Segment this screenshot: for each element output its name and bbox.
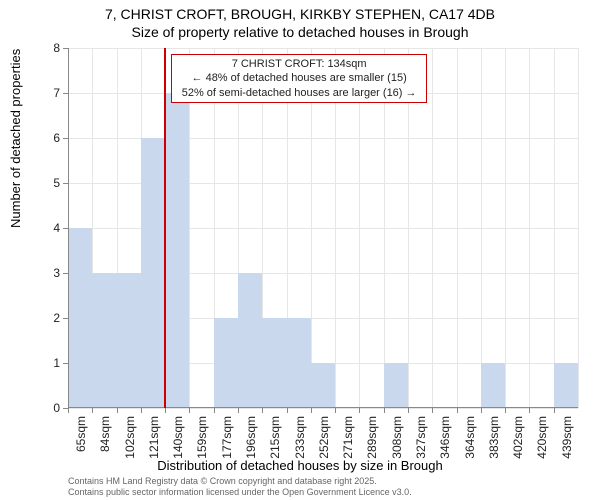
- xtick-mark: [117, 408, 118, 413]
- ytick-label: 4: [30, 221, 60, 235]
- xtick-mark: [68, 408, 69, 413]
- gridline-v: [578, 48, 579, 408]
- xtick-mark: [529, 408, 530, 413]
- xtick-mark: [335, 408, 336, 413]
- gridline-h: [68, 48, 578, 49]
- ytick-label: 1: [30, 356, 60, 370]
- ytick-mark: [63, 93, 68, 94]
- ytick-mark: [63, 318, 68, 319]
- x-axis-label: Distribution of detached houses by size …: [0, 458, 600, 473]
- histogram-bar: [238, 273, 262, 408]
- annotation-box: 7 CHRIST CROFT: 134sqm← 48% of detached …: [171, 54, 427, 103]
- xtick-label: 402sqm: [511, 416, 525, 462]
- histogram-bar: [68, 228, 92, 408]
- ytick-mark: [63, 48, 68, 49]
- xtick-label: 420sqm: [535, 416, 549, 462]
- histogram-bar: [92, 273, 116, 408]
- xtick-mark: [311, 408, 312, 413]
- xtick-label: 327sqm: [414, 416, 428, 462]
- y-axis-line: [68, 48, 69, 408]
- xtick-mark: [384, 408, 385, 413]
- xtick-mark: [141, 408, 142, 413]
- histogram-bar: [141, 138, 165, 408]
- chart-footer: Contains HM Land Registry data © Crown c…: [68, 476, 412, 498]
- xtick-mark: [214, 408, 215, 413]
- histogram-bar: [384, 363, 408, 408]
- xtick-mark: [554, 408, 555, 413]
- ytick-label: 6: [30, 131, 60, 145]
- xtick-label: 364sqm: [463, 416, 477, 462]
- xtick-label: 346sqm: [438, 416, 452, 462]
- xtick-label: 140sqm: [171, 416, 185, 462]
- xtick-label: 102sqm: [123, 416, 137, 462]
- y-axis-label: Number of detached properties: [8, 49, 23, 228]
- ytick-label: 3: [30, 266, 60, 280]
- ytick-mark: [63, 183, 68, 184]
- xtick-mark: [189, 408, 190, 413]
- gridline-v: [432, 48, 433, 408]
- histogram-bar: [214, 318, 238, 408]
- xtick-mark: [505, 408, 506, 413]
- histogram-bar: [554, 363, 578, 408]
- xtick-label: 84sqm: [98, 416, 112, 462]
- annotation-line: 52% of semi-detached houses are larger (…: [176, 86, 422, 100]
- ytick-mark: [63, 363, 68, 364]
- xtick-label: 252sqm: [317, 416, 331, 462]
- annotation-line: 7 CHRIST CROFT: 134sqm: [176, 57, 422, 71]
- xtick-label: 383sqm: [487, 416, 501, 462]
- x-axis-line: [68, 407, 578, 408]
- xtick-label: 289sqm: [365, 416, 379, 462]
- ytick-mark: [63, 273, 68, 274]
- histogram-bar: [481, 363, 505, 408]
- xtick-mark: [262, 408, 263, 413]
- xtick-mark: [457, 408, 458, 413]
- xtick-mark: [238, 408, 239, 413]
- ytick-mark: [63, 138, 68, 139]
- title-line-2: Size of property relative to detached ho…: [0, 23, 600, 41]
- histogram-bar: [165, 93, 189, 408]
- ytick-mark: [63, 228, 68, 229]
- xtick-label: 121sqm: [147, 416, 161, 462]
- xtick-mark: [287, 408, 288, 413]
- gridline-v: [481, 48, 482, 408]
- ytick-label: 5: [30, 176, 60, 190]
- plot-area: 7 CHRIST CROFT: 134sqm← 48% of detached …: [68, 48, 578, 408]
- gridline-h: [68, 408, 578, 409]
- chart-title: 7, CHRIST CROFT, BROUGH, KIRKBY STEPHEN,…: [0, 5, 600, 41]
- title-line-1: 7, CHRIST CROFT, BROUGH, KIRKBY STEPHEN,…: [0, 5, 600, 23]
- xtick-mark: [359, 408, 360, 413]
- xtick-label: 271sqm: [341, 416, 355, 462]
- annotation-line: ← 48% of detached houses are smaller (15…: [176, 71, 422, 85]
- property-marker-line: [164, 48, 166, 408]
- xtick-mark: [92, 408, 93, 413]
- xtick-label: 159sqm: [195, 416, 209, 462]
- gridline-v: [529, 48, 530, 408]
- footer-line-2: Contains public sector information licen…: [68, 487, 412, 498]
- xtick-label: 308sqm: [390, 416, 404, 462]
- histogram-bar: [311, 363, 335, 408]
- xtick-label: 65sqm: [74, 416, 88, 462]
- chart-container: 7, CHRIST CROFT, BROUGH, KIRKBY STEPHEN,…: [0, 0, 600, 500]
- ytick-label: 2: [30, 311, 60, 325]
- gridline-v: [505, 48, 506, 408]
- xtick-label: 439sqm: [560, 416, 574, 462]
- xtick-label: 196sqm: [244, 416, 258, 462]
- xtick-mark: [408, 408, 409, 413]
- xtick-label: 233sqm: [293, 416, 307, 462]
- gridline-v: [457, 48, 458, 408]
- footer-line-1: Contains HM Land Registry data © Crown c…: [68, 476, 412, 487]
- xtick-mark: [432, 408, 433, 413]
- xtick-mark: [481, 408, 482, 413]
- ytick-label: 0: [30, 401, 60, 415]
- ytick-label: 7: [30, 86, 60, 100]
- xtick-label: 177sqm: [220, 416, 234, 462]
- gridline-v: [554, 48, 555, 408]
- histogram-bar: [262, 318, 286, 408]
- histogram-bar: [287, 318, 311, 408]
- xtick-mark: [165, 408, 166, 413]
- histogram-bar: [117, 273, 141, 408]
- xtick-label: 215sqm: [268, 416, 282, 462]
- ytick-label: 8: [30, 41, 60, 55]
